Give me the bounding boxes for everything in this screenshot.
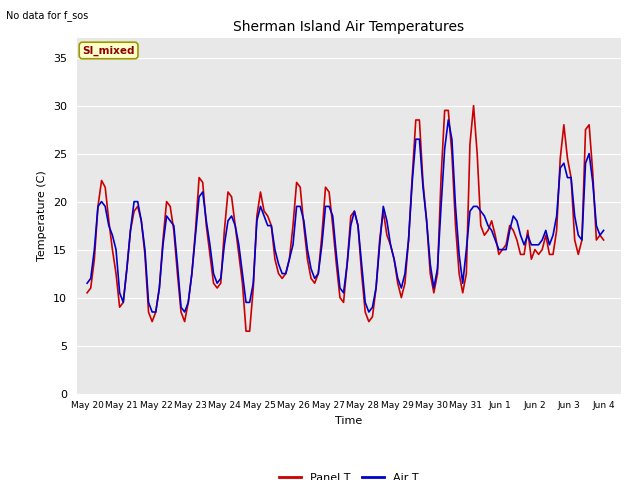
Air T bbox=[148, 309, 156, 315]
Panel T bbox=[246, 328, 253, 334]
Air T bbox=[513, 218, 521, 224]
Legend: Panel T, Air T: Panel T, Air T bbox=[275, 468, 423, 480]
Air T bbox=[506, 228, 513, 233]
Air T bbox=[83, 280, 91, 286]
Panel T bbox=[470, 103, 477, 108]
Panel T bbox=[513, 237, 521, 243]
Line: Air T: Air T bbox=[87, 120, 604, 312]
Panel T bbox=[159, 237, 167, 243]
Text: SI_mixed: SI_mixed bbox=[83, 45, 135, 56]
Panel T bbox=[455, 271, 463, 276]
Air T bbox=[246, 300, 253, 305]
Y-axis label: Temperature (C): Temperature (C) bbox=[37, 170, 47, 262]
Air T bbox=[120, 300, 127, 305]
Air T bbox=[163, 213, 170, 219]
Air T bbox=[600, 228, 607, 233]
Panel T bbox=[242, 328, 250, 334]
Air T bbox=[459, 280, 467, 286]
Air T bbox=[444, 117, 452, 123]
Text: No data for f_sos: No data for f_sos bbox=[6, 10, 89, 21]
Panel T bbox=[120, 300, 127, 305]
Panel T bbox=[83, 290, 91, 296]
Panel T bbox=[506, 223, 513, 228]
Panel T bbox=[600, 237, 607, 243]
X-axis label: Time: Time bbox=[335, 416, 362, 426]
Line: Panel T: Panel T bbox=[87, 106, 604, 331]
Title: Sherman Island Air Temperatures: Sherman Island Air Temperatures bbox=[233, 21, 465, 35]
